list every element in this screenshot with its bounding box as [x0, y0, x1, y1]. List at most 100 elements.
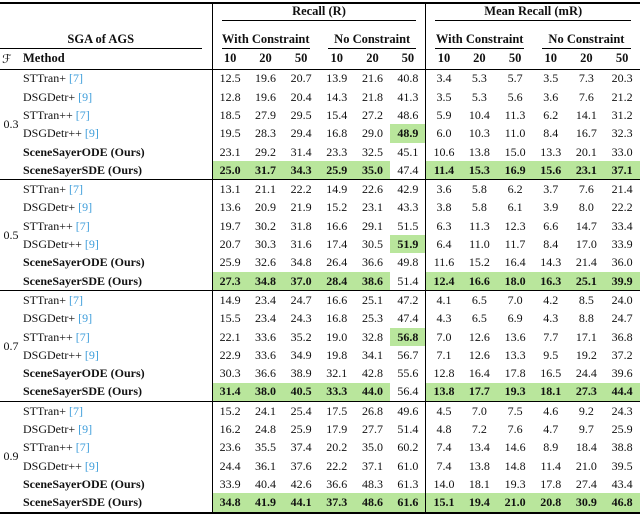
metric-cell: 42.8	[361, 366, 383, 381]
metric-cell: 14.3	[326, 89, 348, 104]
method-name: STTran++	[23, 218, 73, 233]
metric-cell: 20.9	[254, 200, 276, 215]
metric-cell: 4.6	[532, 400, 569, 421]
no-constraint-label: No Constraint	[548, 31, 625, 46]
metric-cell: 16.6	[461, 271, 498, 291]
data-row: DSGDetr+ [9] 16.2 24.8 25.9 17.9 27.7 51.4 4.8 7…	[0, 420, 640, 439]
metric-cell: 22.2	[611, 200, 633, 215]
metric-cell: 3.5	[436, 89, 452, 104]
metric-cell: 3.5	[543, 71, 559, 86]
metric-cell: 17.5	[318, 400, 355, 421]
metric-cell: 5.8	[461, 179, 498, 199]
recall-no-constraint-header: No Constraint	[318, 21, 427, 49]
method-cell: STTran+ [7]	[22, 400, 213, 421]
citation-link[interactable]: [7]	[69, 403, 84, 418]
method-cell: SceneSayerODE (Ours)	[22, 475, 213, 494]
metric-cell: 55.6	[390, 364, 427, 383]
method-name: STTran++	[23, 329, 73, 344]
method-cell: DSGDetr+ [9]	[22, 309, 213, 328]
mean-recall-group-label: Mean Recall (mR)	[484, 3, 583, 18]
metric-cell: 19.6	[254, 89, 276, 104]
topk-header: 50	[604, 49, 640, 70]
metric-cell: 14.9	[318, 179, 355, 199]
metric-cell: 29.0	[361, 126, 383, 141]
data-row: DSGDetr+ [9] 13.6 20.9 21.9 15.2 23.1 43.3 3.8 5…	[0, 198, 640, 217]
method-name: STTran+	[23, 71, 67, 86]
citation-link[interactable]: [9]	[84, 126, 99, 141]
method-name: SceneSayerODE (Ours)	[23, 255, 145, 270]
metric-cell: 27.3	[568, 382, 605, 402]
citation-link[interactable]: [7]	[69, 71, 84, 86]
metric-cell: 36.1	[254, 458, 276, 473]
method-cell: STTran++ [7]	[22, 327, 213, 346]
metric-cell: 7.6	[507, 421, 523, 436]
metric-cell: 7.7	[543, 329, 559, 344]
metric-cell: 10.3	[468, 126, 490, 141]
method-name: DSGDetr+	[23, 89, 76, 104]
metric-cell: 34.1	[361, 347, 383, 362]
citation-link[interactable]: [9]	[78, 200, 93, 215]
data-row: STTran++ [7] 22.1 33.6 35.2 19.0 32.8 56.8 7.0 1…	[0, 327, 640, 346]
metric-cell: 17.7	[461, 382, 498, 402]
metric-cell: 8.5	[568, 290, 605, 310]
metric-cell: 21.8	[361, 89, 383, 104]
metric-cell: 24.4	[219, 458, 241, 473]
metric-cell: 48.6	[354, 493, 391, 513]
metric-cell: 23.6	[219, 440, 241, 455]
metric-cell: 31.2	[611, 107, 633, 122]
citation-link[interactable]: [9]	[84, 347, 99, 362]
metric-cell: 47.4	[390, 160, 427, 180]
metric-cell: 20.3	[611, 71, 633, 86]
metric-cell: 19.5	[219, 126, 241, 141]
metric-cell: 44.0	[354, 382, 391, 402]
metric-cell: 21.4	[575, 255, 597, 270]
metric-cell: 7.0	[497, 290, 533, 310]
citation-link[interactable]: [7]	[75, 218, 90, 233]
metric-cell: 37.3	[318, 493, 355, 513]
metric-cell: 38.8	[611, 440, 633, 455]
topk-header: 50	[497, 49, 533, 70]
metric-cell: 17.8	[504, 366, 526, 381]
citation-link[interactable]: [7]	[69, 182, 84, 197]
metric-cell: 11.0	[469, 237, 490, 252]
citation-link[interactable]: [7]	[75, 329, 90, 344]
metric-cell: 32.3	[611, 126, 633, 141]
metric-cell: 14.7	[575, 218, 597, 233]
citation-link[interactable]: [9]	[78, 311, 93, 326]
metric-cell: 5.6	[507, 89, 523, 104]
method-name: DSGDetr+	[23, 421, 76, 436]
metric-cell: 7.3	[578, 71, 594, 86]
metric-cell: 35.5	[254, 440, 276, 455]
data-row: SceneSayerSDE (Ours) 34.8 41.9 44.1 37.3 48.6…	[0, 493, 640, 513]
data-row: STTran++ [7] 18.5 27.9 29.5 15.4 27.2 48.6 5.9 1…	[0, 106, 640, 125]
method-name: SceneSayerSDE (Ours)	[23, 273, 142, 288]
metric-cell: 3.9	[543, 200, 559, 215]
metric-cell: 4.3	[543, 311, 559, 326]
metric-cell: 40.5	[283, 382, 319, 402]
citation-link[interactable]: [9]	[84, 237, 99, 252]
citation-link[interactable]: [9]	[78, 421, 93, 436]
citation-link[interactable]: [9]	[78, 89, 93, 104]
method-name: SceneSayerSDE (Ours)	[23, 162, 142, 177]
metric-cell: 4.5	[425, 400, 462, 421]
topk-header: 50	[390, 49, 427, 70]
citation-link[interactable]: [7]	[75, 440, 90, 455]
metric-cell: 11.3	[469, 218, 490, 233]
metric-cell: 19.0	[326, 329, 348, 344]
metric-cell: 16.8	[326, 126, 348, 141]
metric-cell: 18.4	[575, 440, 597, 455]
citation-link[interactable]: [7]	[75, 107, 90, 122]
metric-cell: 6.5	[461, 290, 498, 310]
metric-cell: 7.6	[568, 179, 605, 199]
metric-cell: 35.0	[354, 160, 391, 180]
citation-link[interactable]: [9]	[84, 458, 99, 473]
data-row: DSGDetr++ [9] 19.5 28.3 29.4 16.8 29.0 48.9 6.0…	[0, 124, 640, 143]
metric-cell: 15.6	[532, 160, 569, 180]
metric-cell: 31.4	[212, 382, 248, 402]
citation-link[interactable]: [7]	[69, 292, 84, 307]
metric-cell: 25.3	[361, 311, 383, 326]
method-cell: DSGDetr++ [9]	[22, 345, 213, 365]
metric-cell: 25.0	[212, 160, 248, 180]
metric-cell: 40.4	[254, 476, 276, 491]
